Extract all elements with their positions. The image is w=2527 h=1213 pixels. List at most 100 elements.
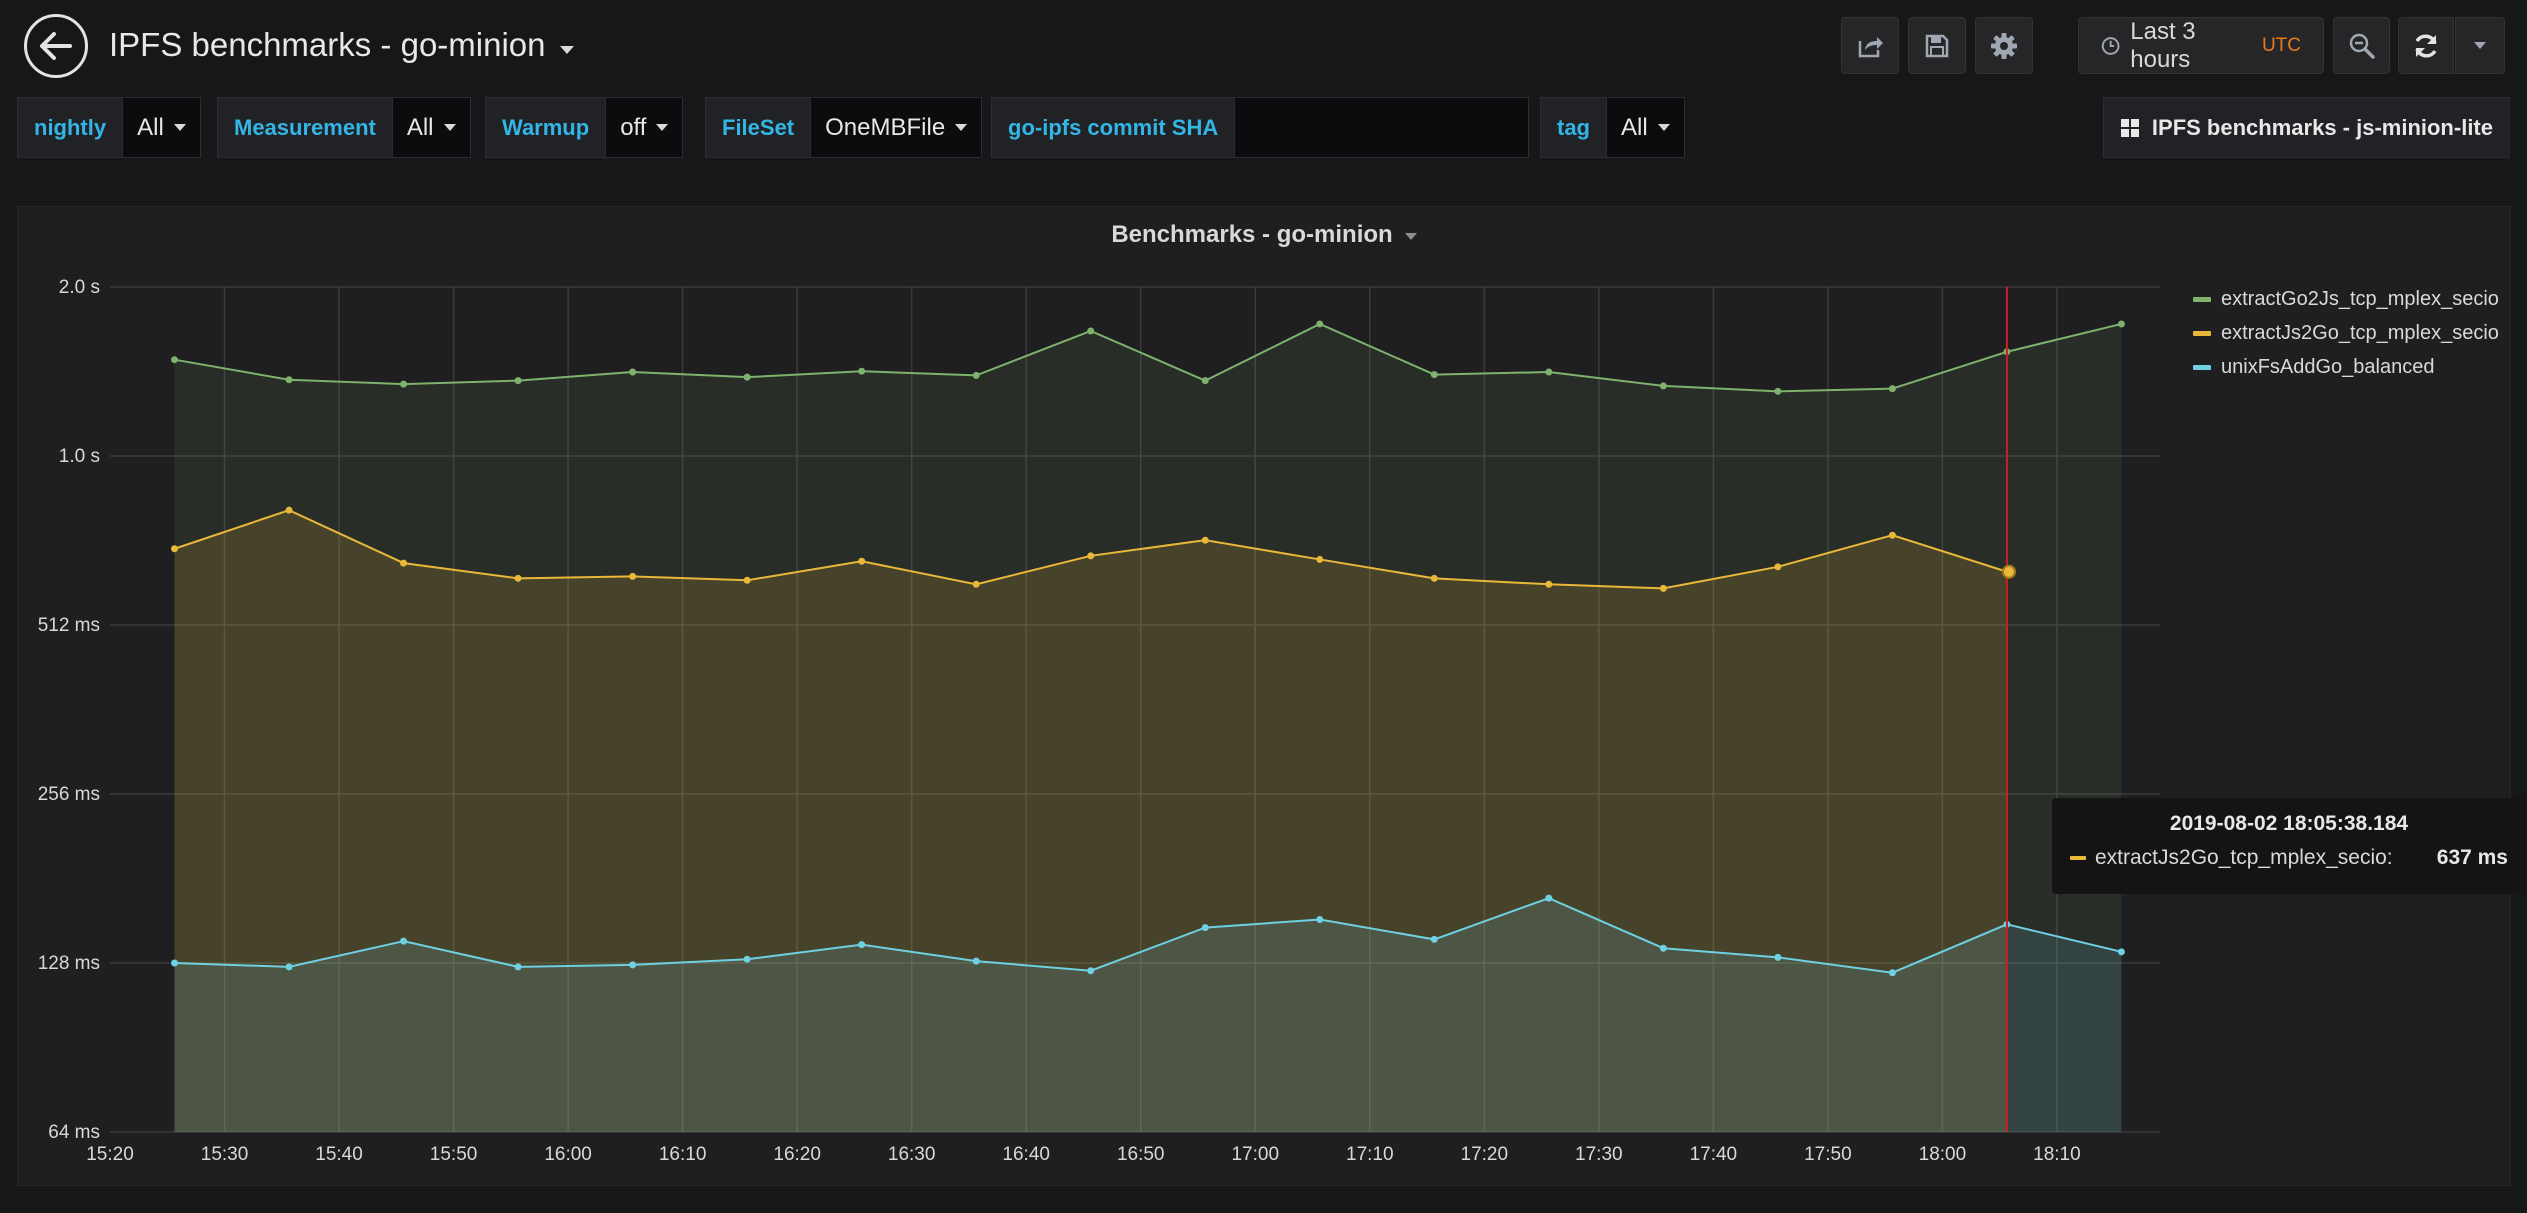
legend-item-go2js[interactable]: extractGo2Js_tcp_mplex_secio: [2193, 282, 2499, 316]
x-tick-label: 15:20: [86, 1144, 134, 1165]
time-range-label: Last 3 hours: [2130, 17, 2196, 73]
data-point: [400, 559, 408, 567]
variable-value: All: [1621, 113, 1648, 141]
data-point: [1201, 377, 1209, 385]
data-point: [1888, 969, 1896, 977]
legend-swatch: [2193, 330, 2211, 336]
chevron-down-icon: [656, 124, 669, 131]
data-point: [171, 356, 179, 364]
x-tick-label: 16:00: [544, 1144, 592, 1165]
variable-measurement-dropdown[interactable]: All: [392, 97, 471, 158]
series-area: [174, 323, 2122, 1132]
chevron-down-icon: [443, 124, 456, 131]
x-tick-label: 16:40: [1002, 1144, 1050, 1165]
data-point: [1316, 320, 1324, 328]
benchmark-chart[interactable]: 64 ms 128 ms 256 ms 512 ms 1.0 s 2.0 s 15:20 15…: [18, 207, 2512, 1187]
x-tick-label: 17:30: [1575, 1144, 1623, 1165]
x-tick-label: 18:10: [2033, 1144, 2081, 1165]
dashboard-link-js-minion-lite[interactable]: IPFS benchmarks - js-minion-lite: [2102, 97, 2510, 158]
variable-value: All: [406, 113, 434, 141]
data-point: [743, 373, 751, 381]
apps-icon: [2120, 118, 2139, 137]
y-tick-label: 512 ms: [38, 615, 100, 636]
data-point: [1774, 387, 1782, 395]
variable-tag-dropdown[interactable]: All: [1607, 97, 1685, 158]
x-tick-label: 16:30: [888, 1144, 936, 1165]
gear-icon: [1991, 32, 2017, 59]
variable-label: FileSet: [705, 97, 812, 158]
share-button[interactable]: [1841, 17, 1899, 74]
data-point: [514, 377, 522, 385]
data-point: [514, 963, 522, 971]
data-point: [1659, 382, 1667, 390]
series-area: [174, 898, 2122, 1132]
hover-point: [2001, 564, 2016, 579]
data-point: [1545, 894, 1553, 902]
refresh-button[interactable]: [2398, 17, 2454, 74]
variable-label: tag: [1540, 97, 1607, 158]
data-point: [972, 957, 980, 965]
variable-label: nightly: [17, 97, 124, 158]
data-point: [1659, 944, 1667, 952]
variable-label: Warmup: [485, 97, 607, 158]
variable-tag: tag All: [1540, 97, 1685, 158]
data-point: [629, 572, 637, 580]
data-point: [972, 580, 980, 588]
save-dashboard-button[interactable]: [1908, 17, 1966, 74]
data-point: [743, 955, 751, 963]
zoom-out-icon: [2349, 33, 2375, 59]
variable-nightly-dropdown[interactable]: All: [123, 97, 201, 158]
x-tick-label: 16:10: [659, 1144, 707, 1165]
data-point: [400, 380, 408, 388]
top-navbar: IPFS benchmarks - go-minion: [0, 0, 2527, 95]
data-point: [858, 941, 866, 949]
legend-item-unixfs[interactable]: unixFsAddGo_balanced: [2193, 350, 2499, 384]
timezone-label: UTC: [2261, 34, 2301, 56]
tooltip-swatch: [2070, 856, 2086, 860]
y-tick-label: 1.0 s: [59, 446, 100, 467]
data-point: [1888, 531, 1896, 539]
zoom-out-button[interactable]: [2333, 17, 2390, 74]
y-tick-label: 64 ms: [48, 1122, 100, 1143]
commit-sha-input[interactable]: [1235, 97, 1530, 158]
data-point: [1087, 552, 1095, 560]
back-button[interactable]: [24, 14, 88, 78]
chevron-down-icon: [1404, 232, 1417, 240]
save-icon: [1925, 34, 1949, 57]
legend-item-js2go[interactable]: extractJs2Go_tcp_mplex_secio: [2193, 316, 2499, 350]
data-point: [171, 959, 179, 967]
data-point: [1888, 385, 1896, 393]
dashboard-title: IPFS benchmarks - go-minion: [109, 26, 546, 63]
data-point: [858, 367, 866, 375]
x-tick-label: 17:10: [1346, 1144, 1394, 1165]
refresh-interval-dropdown[interactable]: [2455, 17, 2505, 74]
y-tick-label: 128 ms: [38, 953, 100, 974]
dashboard-link-label: IPFS benchmarks - js-minion-lite: [2151, 114, 2493, 140]
chart-legend: extractGo2Js_tcp_mplex_secio extractJs2G…: [2193, 282, 2499, 384]
y-tick-label: 256 ms: [38, 784, 100, 805]
tooltip-time: 2019-08-02 18:05:38.184: [2169, 812, 2409, 835]
x-tick-label: 17:20: [1461, 1144, 1509, 1165]
data-point: [972, 371, 980, 379]
data-point: [1774, 953, 1782, 961]
settings-button[interactable]: [1975, 17, 2033, 74]
chart-tooltip: 2019-08-02 18:05:38.184 extractJs2Go_tcp…: [2052, 798, 2526, 894]
arrow-left-icon: [40, 32, 72, 60]
data-point: [1430, 935, 1438, 943]
variable-fileset-dropdown[interactable]: OneMBFile: [811, 97, 983, 158]
variable-warmup-dropdown[interactable]: off: [606, 97, 684, 158]
chevron-down-icon: [559, 46, 574, 54]
time-range-picker[interactable]: Last 3 hours UTC: [2078, 17, 2324, 74]
variable-commit-sha: go-ipfs commit SHA: [991, 97, 1530, 158]
legend-label: unixFsAddGo_balanced: [2221, 355, 2435, 378]
x-tick-label: 17:40: [1690, 1144, 1738, 1165]
data-point: [1545, 368, 1553, 376]
legend-swatch: [2193, 364, 2211, 370]
data-point: [743, 576, 751, 584]
panel-title-menu[interactable]: Benchmarks - go-minion: [18, 221, 2510, 249]
dashboard-title-dropdown[interactable]: IPFS benchmarks - go-minion: [109, 26, 574, 64]
data-point: [285, 963, 293, 971]
variable-value: OneMBFile: [825, 113, 946, 141]
variable-nightly: nightly All: [17, 97, 201, 158]
data-point: [1316, 916, 1324, 924]
